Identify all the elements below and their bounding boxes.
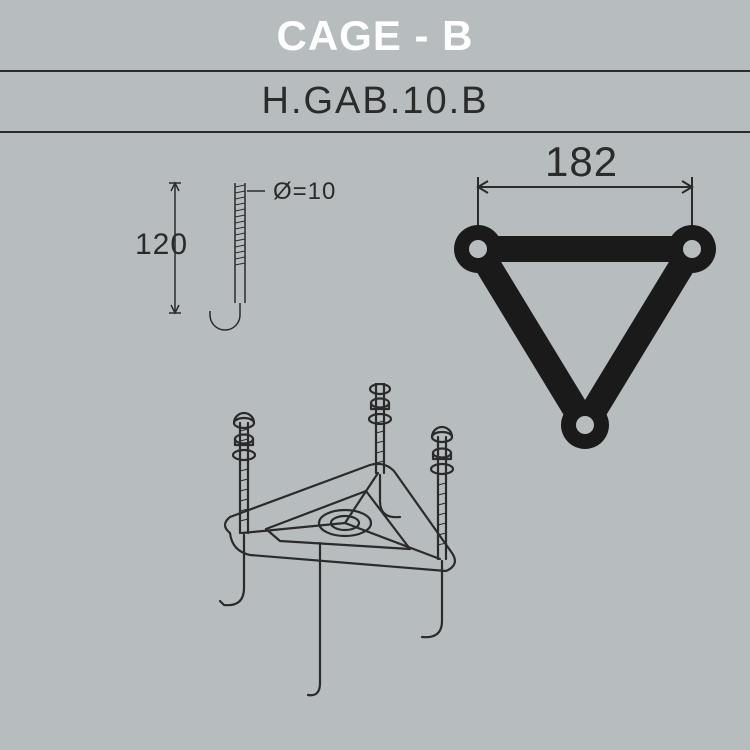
assembly-view <box>170 383 510 723</box>
triangle-width-label: 182 <box>545 138 618 186</box>
title-bar: CAGE - B <box>0 0 750 70</box>
product-title: CAGE - B <box>277 12 474 59</box>
diagram-area: 120 Ø=10 182 <box>0 133 750 733</box>
bolt-height-label: 120 <box>135 228 188 262</box>
product-code: H.GAB.10.B <box>262 80 489 122</box>
subtitle-bar: H.GAB.10.B <box>0 70 750 133</box>
bolt-diameter-label: Ø=10 <box>273 178 336 206</box>
